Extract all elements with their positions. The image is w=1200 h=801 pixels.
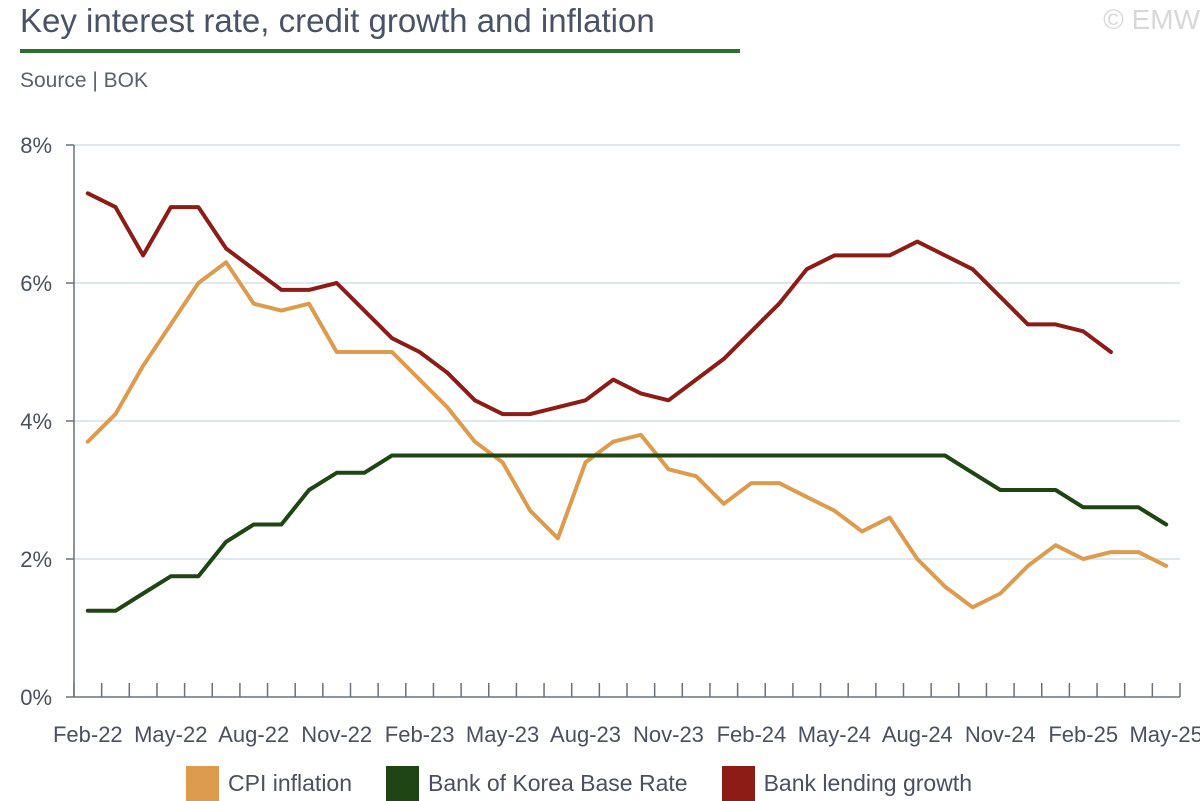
x-tick-label: May-25 (1129, 722, 1200, 747)
y-tick-label: 0% (20, 685, 52, 710)
x-tick-label: May-22 (134, 722, 207, 747)
y-tick-label: 8% (20, 133, 52, 158)
cpi-inflation-line (85, 260, 1169, 610)
chart-title: Key interest rate, credit growth and inf… (20, 2, 655, 39)
legend-item-cpi: CPI inflation (186, 765, 353, 801)
x-tick-label: Feb-23 (385, 722, 455, 747)
x-tick-label: Aug-24 (882, 722, 953, 747)
x-tick-label: Nov-23 (633, 722, 704, 747)
legend: CPI inflation Bank of Korea Base Rate Ba… (186, 765, 1006, 801)
legend-swatch-cpi (186, 765, 219, 801)
x-tick-label: Nov-22 (301, 722, 372, 747)
legend-swatch-base-rate (386, 765, 420, 801)
base-rate-line (85, 453, 1169, 613)
legend-swatch-lending (721, 765, 755, 801)
legend-label-lending: Bank lending growth (763, 769, 972, 796)
x-tick-label: Feb-25 (1048, 722, 1118, 747)
x-tick-label: May-24 (798, 722, 871, 747)
x-tick-label: Feb-22 (53, 722, 123, 747)
x-tick-label: Aug-22 (218, 722, 289, 747)
legend-label-base-rate: Bank of Korea Base Rate (428, 769, 688, 796)
x-tick-label: Feb-24 (717, 722, 787, 747)
x-tick-label: Nov-24 (965, 722, 1036, 747)
x-tick-label: May-23 (466, 722, 539, 747)
y-tick-label: 2% (20, 547, 52, 572)
source-label: Source | BOK (20, 69, 149, 92)
y-tick-label: 4% (20, 409, 52, 434)
x-tick-label: Aug-23 (550, 722, 621, 747)
y-tick-label: 6% (20, 271, 52, 296)
copyright-watermark: © EMW (1103, 4, 1200, 35)
legend-item-base-rate: Bank of Korea Base Rate (386, 765, 688, 801)
title-underline (20, 49, 740, 53)
legend-item-lending: Bank lending growth (721, 765, 972, 801)
legend-label-cpi: CPI inflation (228, 769, 353, 796)
lending-growth-line (85, 191, 1113, 417)
